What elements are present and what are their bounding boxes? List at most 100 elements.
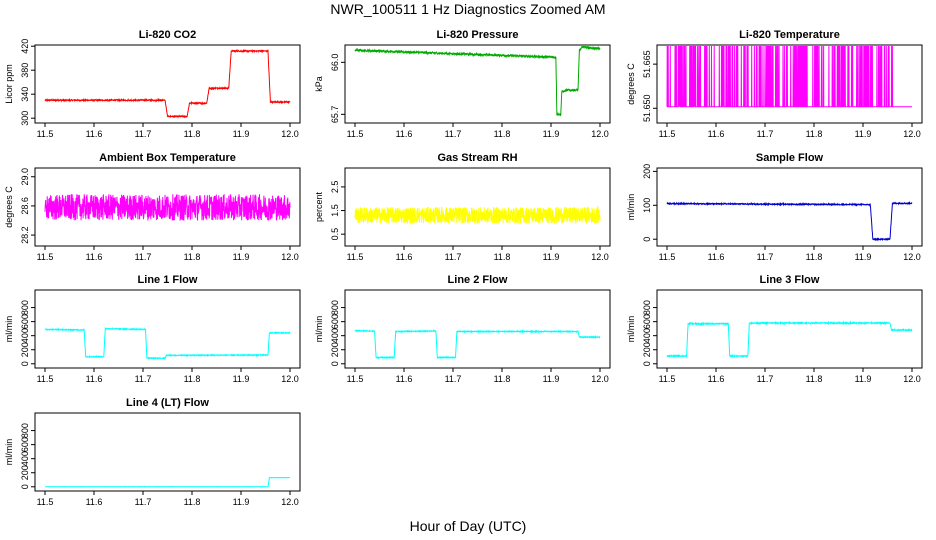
x-tick-label: 11.8 <box>184 129 201 139</box>
y-tick-label: 0 <box>20 484 30 489</box>
x-tick-label: 11.7 <box>445 252 462 262</box>
x-tick-label: 12.0 <box>281 252 299 262</box>
y-tick-label: 0 <box>20 361 30 366</box>
x-tick-label: 11.5 <box>347 129 364 139</box>
x-tick-label: 11.7 <box>757 374 774 384</box>
y-tick-label: 200 <box>330 342 340 357</box>
series-line <box>354 205 601 226</box>
panel-10: Line 4 (LT) Flow ml/min 11.5 11.6 11.7 11.8 11… <box>4 397 301 507</box>
x-tick-label: 12.0 <box>281 129 299 139</box>
panel-3: Li-820 Temperature degrees C 11.5 11.6 11.7 1… <box>626 29 923 139</box>
y-tick-label: 29.0 <box>20 168 30 186</box>
y-tick-label: 51.665 <box>642 50 652 78</box>
x-tick-label: 11.6 <box>708 374 725 384</box>
x-tick-label: 11.6 <box>708 252 725 262</box>
y-tick-label: 28.2 <box>20 226 30 244</box>
panel-4: Ambient Box Temperature degrees C 11.5 11.6… <box>4 152 301 262</box>
y-tick-label: 800 <box>330 300 340 315</box>
x-tick-label: 11.9 <box>543 129 560 139</box>
x-tick-label: 11.8 <box>494 252 511 262</box>
x-tick-label: 11.6 <box>86 129 103 139</box>
y-axis-label: ml/min <box>626 316 636 343</box>
x-tick-label: 11.7 <box>445 374 462 384</box>
x-tick-label: 12.0 <box>903 252 921 262</box>
y-tick-label: 2.5 <box>330 181 340 194</box>
panel-title: Line 3 Flow <box>760 274 820 286</box>
y-tick-label: 800 <box>642 300 652 315</box>
x-tick-label: 11.6 <box>396 374 413 384</box>
y-tick-label: 800 <box>20 423 30 438</box>
panel-title: Line 1 Flow <box>138 274 198 286</box>
y-tick-label: 400 <box>20 451 30 466</box>
x-tick-label: 11.8 <box>184 374 201 384</box>
x-tick-label: 11.7 <box>135 129 152 139</box>
series-line <box>666 320 913 359</box>
panel-1: Li-820 CO2 Licor ppm 11.5 11.6 11.7 11.8 11.9 1… <box>4 29 301 139</box>
y-tick-label: 200 <box>642 164 652 179</box>
x-tick-label: 11.6 <box>396 129 413 139</box>
y-tick-label: 0.5 <box>330 228 340 241</box>
panel-5: Gas Stream RH percent 11.5 11.6 11.7 11.8 11.9… <box>314 152 611 262</box>
y-axis-label: ml/min <box>4 316 14 343</box>
y-tick-label: 200 <box>642 342 652 357</box>
plot-frame <box>344 289 611 369</box>
x-axis-label: Hour of Day (UTC) <box>409 518 527 534</box>
y-tick-label: 0 <box>642 237 652 242</box>
plot-frame <box>34 289 301 369</box>
panel-7: Line 1 Flow ml/min 11.5 11.6 11.7 11.8 11.9 12.… <box>4 274 301 384</box>
plot-frame <box>34 44 301 124</box>
x-tick-label: 11.6 <box>708 129 725 139</box>
y-axis-label: ml/min <box>314 316 324 343</box>
x-tick-label: 11.8 <box>494 374 511 384</box>
x-tick-label: 11.5 <box>659 129 676 139</box>
x-tick-label: 11.9 <box>543 374 560 384</box>
y-tick-label: 400 <box>20 328 30 343</box>
y-tick-label: 51.650 <box>642 95 652 123</box>
y-axis-label: ml/min <box>4 439 14 466</box>
y-tick-label: 400 <box>642 328 652 343</box>
x-tick-label: 12.0 <box>591 374 609 384</box>
x-tick-label: 11.5 <box>37 497 54 507</box>
y-axis-label: ml/min <box>626 194 636 221</box>
y-tick-label: 66.0 <box>330 54 340 72</box>
x-tick-label: 11.7 <box>445 129 462 139</box>
x-tick-label: 11.9 <box>233 374 250 384</box>
x-tick-label: 11.5 <box>37 252 54 262</box>
x-tick-label: 11.8 <box>494 129 511 139</box>
series-line <box>45 477 290 488</box>
x-tick-label: 11.9 <box>543 252 560 262</box>
panel-title: Li-820 Pressure <box>437 29 519 41</box>
x-tick-label: 11.7 <box>757 129 774 139</box>
x-tick-label: 12.0 <box>591 252 609 262</box>
x-tick-label: 12.0 <box>903 374 921 384</box>
x-tick-label: 12.0 <box>281 497 299 507</box>
y-axis-label: kPa <box>314 76 324 92</box>
panel-title: Gas Stream RH <box>437 152 517 164</box>
x-tick-label: 11.9 <box>233 252 250 262</box>
plot-frame <box>34 167 301 247</box>
plot-frame <box>656 44 923 124</box>
x-tick-label: 11.9 <box>855 252 872 262</box>
x-tick-label: 11.5 <box>347 374 364 384</box>
x-tick-label: 11.5 <box>659 374 676 384</box>
y-tick-label: 800 <box>20 300 30 315</box>
series-line <box>666 46 912 108</box>
series-line <box>44 326 291 360</box>
series-line <box>44 48 291 119</box>
x-tick-label: 11.8 <box>184 497 201 507</box>
plot-frame <box>656 167 923 247</box>
y-tick-label: 300 <box>20 111 30 126</box>
y-tick-label: 600 <box>20 437 30 452</box>
plot-frame <box>344 167 611 247</box>
panel-title: Line 2 Flow <box>448 274 508 286</box>
x-tick-label: 11.7 <box>135 497 152 507</box>
x-tick-label: 11.6 <box>86 497 103 507</box>
x-tick-label: 11.7 <box>135 374 152 384</box>
x-tick-label: 11.9 <box>855 129 872 139</box>
y-tick-label: 400 <box>330 328 340 343</box>
y-tick-label: 340 <box>20 87 30 102</box>
y-axis-label: degrees C <box>4 186 14 228</box>
y-tick-label: 100 <box>642 198 652 213</box>
x-tick-label: 11.5 <box>37 129 54 139</box>
series-line <box>666 201 913 242</box>
